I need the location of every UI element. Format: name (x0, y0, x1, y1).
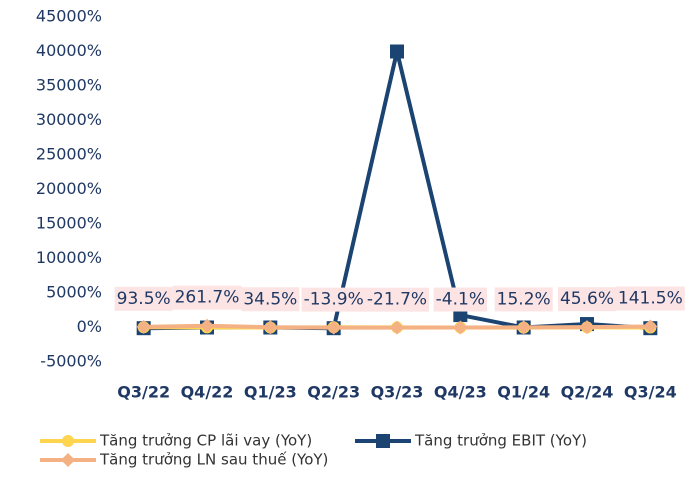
x-tick-label: Q4/23 (434, 383, 487, 402)
value-label: 45.6% (560, 289, 614, 309)
value-label: -21.7% (367, 290, 427, 310)
x-tick-label: Q4/22 (181, 383, 234, 402)
value-label: -13.9% (304, 290, 364, 310)
point-marker (516, 320, 531, 335)
legend-label: Tăng trưởng EBIT (YoY) (414, 432, 587, 450)
value-label: -4.1% (436, 290, 485, 310)
point-marker (263, 320, 278, 335)
y-tick-label: 30000% (36, 110, 102, 129)
y-tick-label: 25000% (36, 145, 102, 164)
x-tick-label: Q3/23 (371, 383, 424, 402)
legend-label: Tăng trưởng CP lãi vay (YoY) (99, 432, 312, 450)
y-tick-label: 40000% (36, 41, 102, 60)
value-label-group: -13.9% (301, 287, 366, 312)
x-tick-label: Q2/23 (307, 383, 360, 402)
x-tick-label: Q1/23 (244, 383, 297, 402)
y-tick-label: 0% (77, 317, 102, 336)
value-label-group: 141.5% (615, 286, 685, 311)
value-label-bg (301, 287, 366, 312)
value-label-bg (494, 287, 553, 312)
value-label-bg (433, 287, 487, 312)
y-tick-label: 20000% (36, 179, 102, 198)
value-label-bg (172, 285, 242, 310)
point-marker (580, 320, 594, 335)
point-marker (136, 319, 151, 334)
point-marker (643, 319, 658, 334)
value-label-group: 15.2% (494, 287, 553, 312)
point-marker (390, 44, 404, 59)
value-label-group: -4.1% (433, 287, 487, 312)
value-label-bg (241, 287, 300, 312)
value-label-group: -21.7% (364, 287, 430, 312)
value-label-group: 93.5% (114, 286, 173, 311)
legend-marker (62, 435, 74, 447)
point-marker (453, 320, 468, 335)
point-marker (390, 320, 404, 335)
point-marker (453, 308, 468, 323)
value-label: 261.7% (175, 288, 240, 308)
value-label-group: 45.6% (557, 287, 617, 312)
y-tick-label: 15000% (36, 214, 102, 233)
value-label: 93.5% (117, 289, 171, 309)
point-marker (326, 320, 341, 335)
value-label-bg (615, 286, 685, 311)
x-tick-label: Q2/24 (561, 383, 614, 402)
value-label-group: 34.5% (241, 287, 300, 312)
legend-marker (376, 434, 390, 448)
legend-label: Tăng trưởng LN sau thuế (YoY) (99, 451, 328, 469)
value-label-group: 261.7% (172, 285, 242, 310)
y-tick-label: 35000% (36, 76, 102, 95)
x-tick-label: Q1/24 (497, 383, 550, 402)
y-tick-label: -5000% (40, 352, 102, 371)
value-label-bg (557, 287, 617, 312)
y-tick-label: 10000% (36, 248, 102, 267)
value-label-bg (364, 287, 430, 312)
legend-marker (61, 453, 75, 467)
value-label: 34.5% (243, 289, 297, 309)
value-label: 141.5% (618, 289, 683, 309)
point-marker (200, 318, 214, 333)
y-tick-label: 45000% (36, 7, 102, 26)
x-tick-label: Q3/24 (624, 383, 677, 402)
y-tick-label: 5000% (46, 283, 102, 302)
value-label: 15.2% (497, 289, 551, 309)
x-tick-label: Q3/22 (117, 383, 170, 402)
value-label-bg (114, 286, 173, 311)
